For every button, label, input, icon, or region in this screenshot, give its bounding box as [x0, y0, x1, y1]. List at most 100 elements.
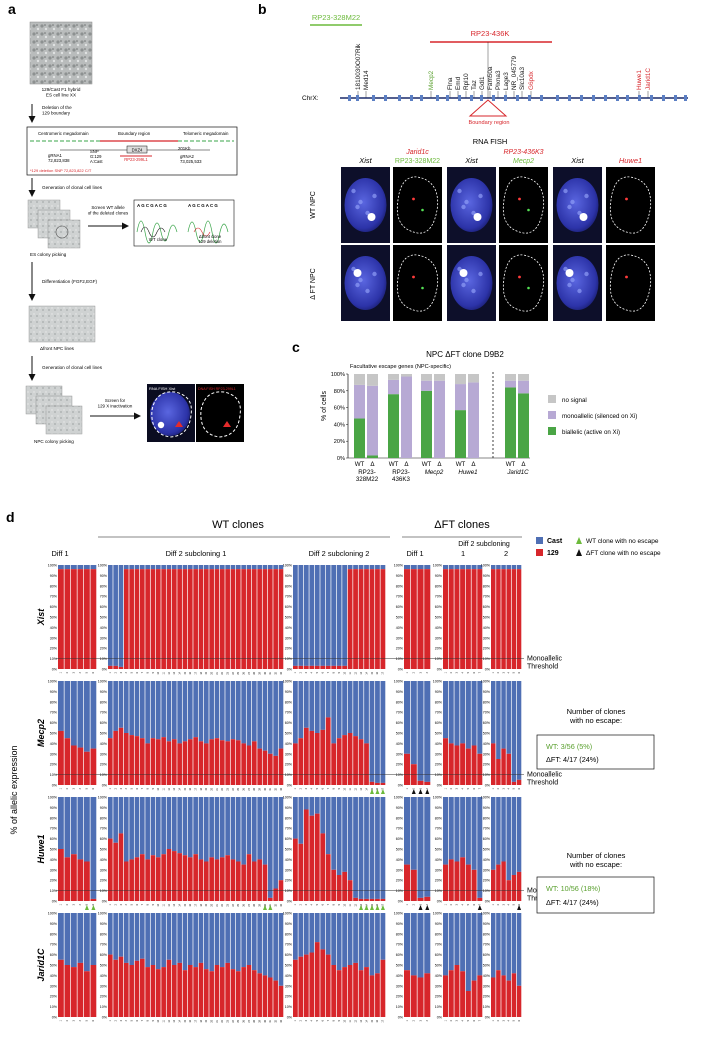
panel-d-xtick-label: 26 — [242, 671, 245, 674]
bar-129 — [214, 859, 220, 901]
bar-129 — [516, 985, 522, 1017]
bar-129 — [220, 967, 225, 1017]
gene-label: Rpl10 — [463, 73, 470, 90]
bar-129 — [182, 569, 188, 669]
bar-cast — [252, 797, 257, 862]
bar-cast — [331, 797, 337, 870]
panel-d-ytick-label: 30% — [50, 636, 58, 640]
panel-d-xtick-label: 9 — [338, 903, 341, 905]
bar-129 — [58, 959, 64, 1017]
bar-cast — [177, 797, 182, 854]
chrx-gene-mark — [556, 95, 559, 101]
no-escape-marker — [517, 905, 522, 910]
chrx-gene-mark — [356, 95, 359, 101]
bar-cast — [417, 797, 424, 898]
gene-label-group: 1810030O07Rik Med14 Mecp2 Flna Emd Rpl10 Taz Gd… — [355, 43, 652, 98]
bar-129 — [118, 727, 124, 785]
bar-cast — [358, 565, 364, 570]
bar-129 — [214, 965, 220, 1017]
panel-d-xtick-label: 3 — [120, 1019, 123, 1021]
panel-d-ytick-label: 20% — [100, 879, 108, 883]
panel-d-xtick-label: 2 — [114, 671, 117, 673]
panel-d-ytick-label: 100% — [394, 564, 404, 568]
bar-129 — [182, 855, 188, 901]
panel-d-xtick-label: 9 — [338, 1019, 341, 1021]
panel-d-xtick-label: 4 — [461, 787, 464, 789]
bar-cast — [198, 797, 204, 860]
bar-cast — [214, 681, 220, 739]
bar-no-signal — [455, 374, 466, 385]
panel-d-xtick-label: 30 — [264, 903, 267, 906]
bar-129 — [134, 857, 140, 901]
panel-d-ytick-label: 80% — [483, 932, 491, 936]
bar-129 — [417, 569, 424, 669]
bar-cast — [124, 913, 129, 963]
bar-129 — [124, 733, 129, 785]
panel-c-ytick-label: 0% — [337, 456, 345, 462]
bar-cast — [303, 913, 309, 955]
bar-cast — [491, 797, 496, 870]
bar-cast — [252, 565, 257, 570]
panel-d-xtick-label: 7 — [479, 1019, 482, 1021]
bar-cast — [273, 797, 278, 889]
panel-d-xtick-label: 6 — [473, 903, 476, 905]
panel-d-xtick-label: 18 — [200, 903, 203, 906]
panel-d-ytick-label: 20% — [100, 995, 108, 999]
bar-cast — [150, 797, 156, 856]
bar-cast — [443, 913, 449, 976]
bar-cast — [193, 565, 198, 570]
bar-cast — [166, 913, 172, 960]
panel-d-ytick-label: 50% — [483, 848, 491, 852]
bar-cast — [516, 681, 522, 780]
fish-red-spot — [625, 275, 628, 279]
bar-129 — [320, 729, 326, 785]
chrx-gene-ticks — [348, 42, 687, 101]
panel-d-xtick-label: 33 — [280, 671, 283, 674]
bar-129 — [140, 569, 145, 669]
bar-cast — [156, 565, 161, 570]
bar-129 — [309, 952, 315, 1017]
mecp2-wt-ratio: WT: 3/56 (5%) — [546, 742, 592, 751]
bar-129 — [516, 569, 522, 669]
panel-d-xtick-label: 13 — [173, 787, 176, 790]
panel-d-xtick-label: 4 — [461, 903, 464, 905]
panel-c-legend: no signal monoallelic (silenced on Xi) bia… — [548, 395, 637, 436]
panel-b-letter: b — [258, 1, 267, 17]
panel-a-letter: a — [8, 1, 16, 17]
bar-129 — [460, 857, 466, 901]
fish-outline — [502, 254, 545, 312]
panel-d-gene-label: Xist — [36, 608, 46, 627]
panel-d-xtick-label: 3 — [305, 1019, 308, 1021]
bar-129 — [511, 973, 517, 1017]
bar-129 — [71, 854, 77, 901]
panel-d-xtick-label: 11 — [162, 671, 165, 674]
bar-cast — [71, 681, 77, 746]
bar-129 — [64, 965, 71, 1017]
panel-d-gene-label: Mecp2 — [36, 719, 46, 747]
panel-d-xtick-label: 12 — [168, 903, 171, 906]
bar-129 — [252, 970, 257, 1017]
panel-d-xtick-label: 12 — [354, 787, 357, 790]
panel-d-xtick-label: 24 — [232, 1019, 235, 1022]
no-escape-marker — [418, 789, 423, 794]
bar-cast — [303, 565, 309, 666]
bar-129 — [309, 665, 315, 669]
step-deletion-label: Deletion of the 129 boundary — [42, 105, 72, 116]
panel-d-ytick-label: 70% — [483, 827, 491, 831]
fish-col-header: Xist — [358, 156, 372, 165]
bar-cast — [262, 913, 268, 976]
bar-cast — [358, 913, 364, 971]
panel-d-xtick-label: 6 — [473, 671, 476, 673]
bar-129 — [182, 970, 188, 1017]
bar-129 — [77, 859, 84, 901]
panel-d-ytick-label: 50% — [285, 848, 293, 852]
panel-d-ytick-label: 60% — [483, 837, 491, 841]
bar-129 — [156, 739, 161, 785]
fish-red-spot — [412, 197, 415, 201]
panel-d-xtick-label: 5 — [513, 787, 516, 789]
panel-d-xtick-label: 11 — [349, 903, 352, 906]
panel-d-ytick-label: 40% — [50, 974, 58, 978]
bar-cast — [424, 797, 431, 897]
panel-d-xtick-label: 14 — [178, 903, 181, 906]
